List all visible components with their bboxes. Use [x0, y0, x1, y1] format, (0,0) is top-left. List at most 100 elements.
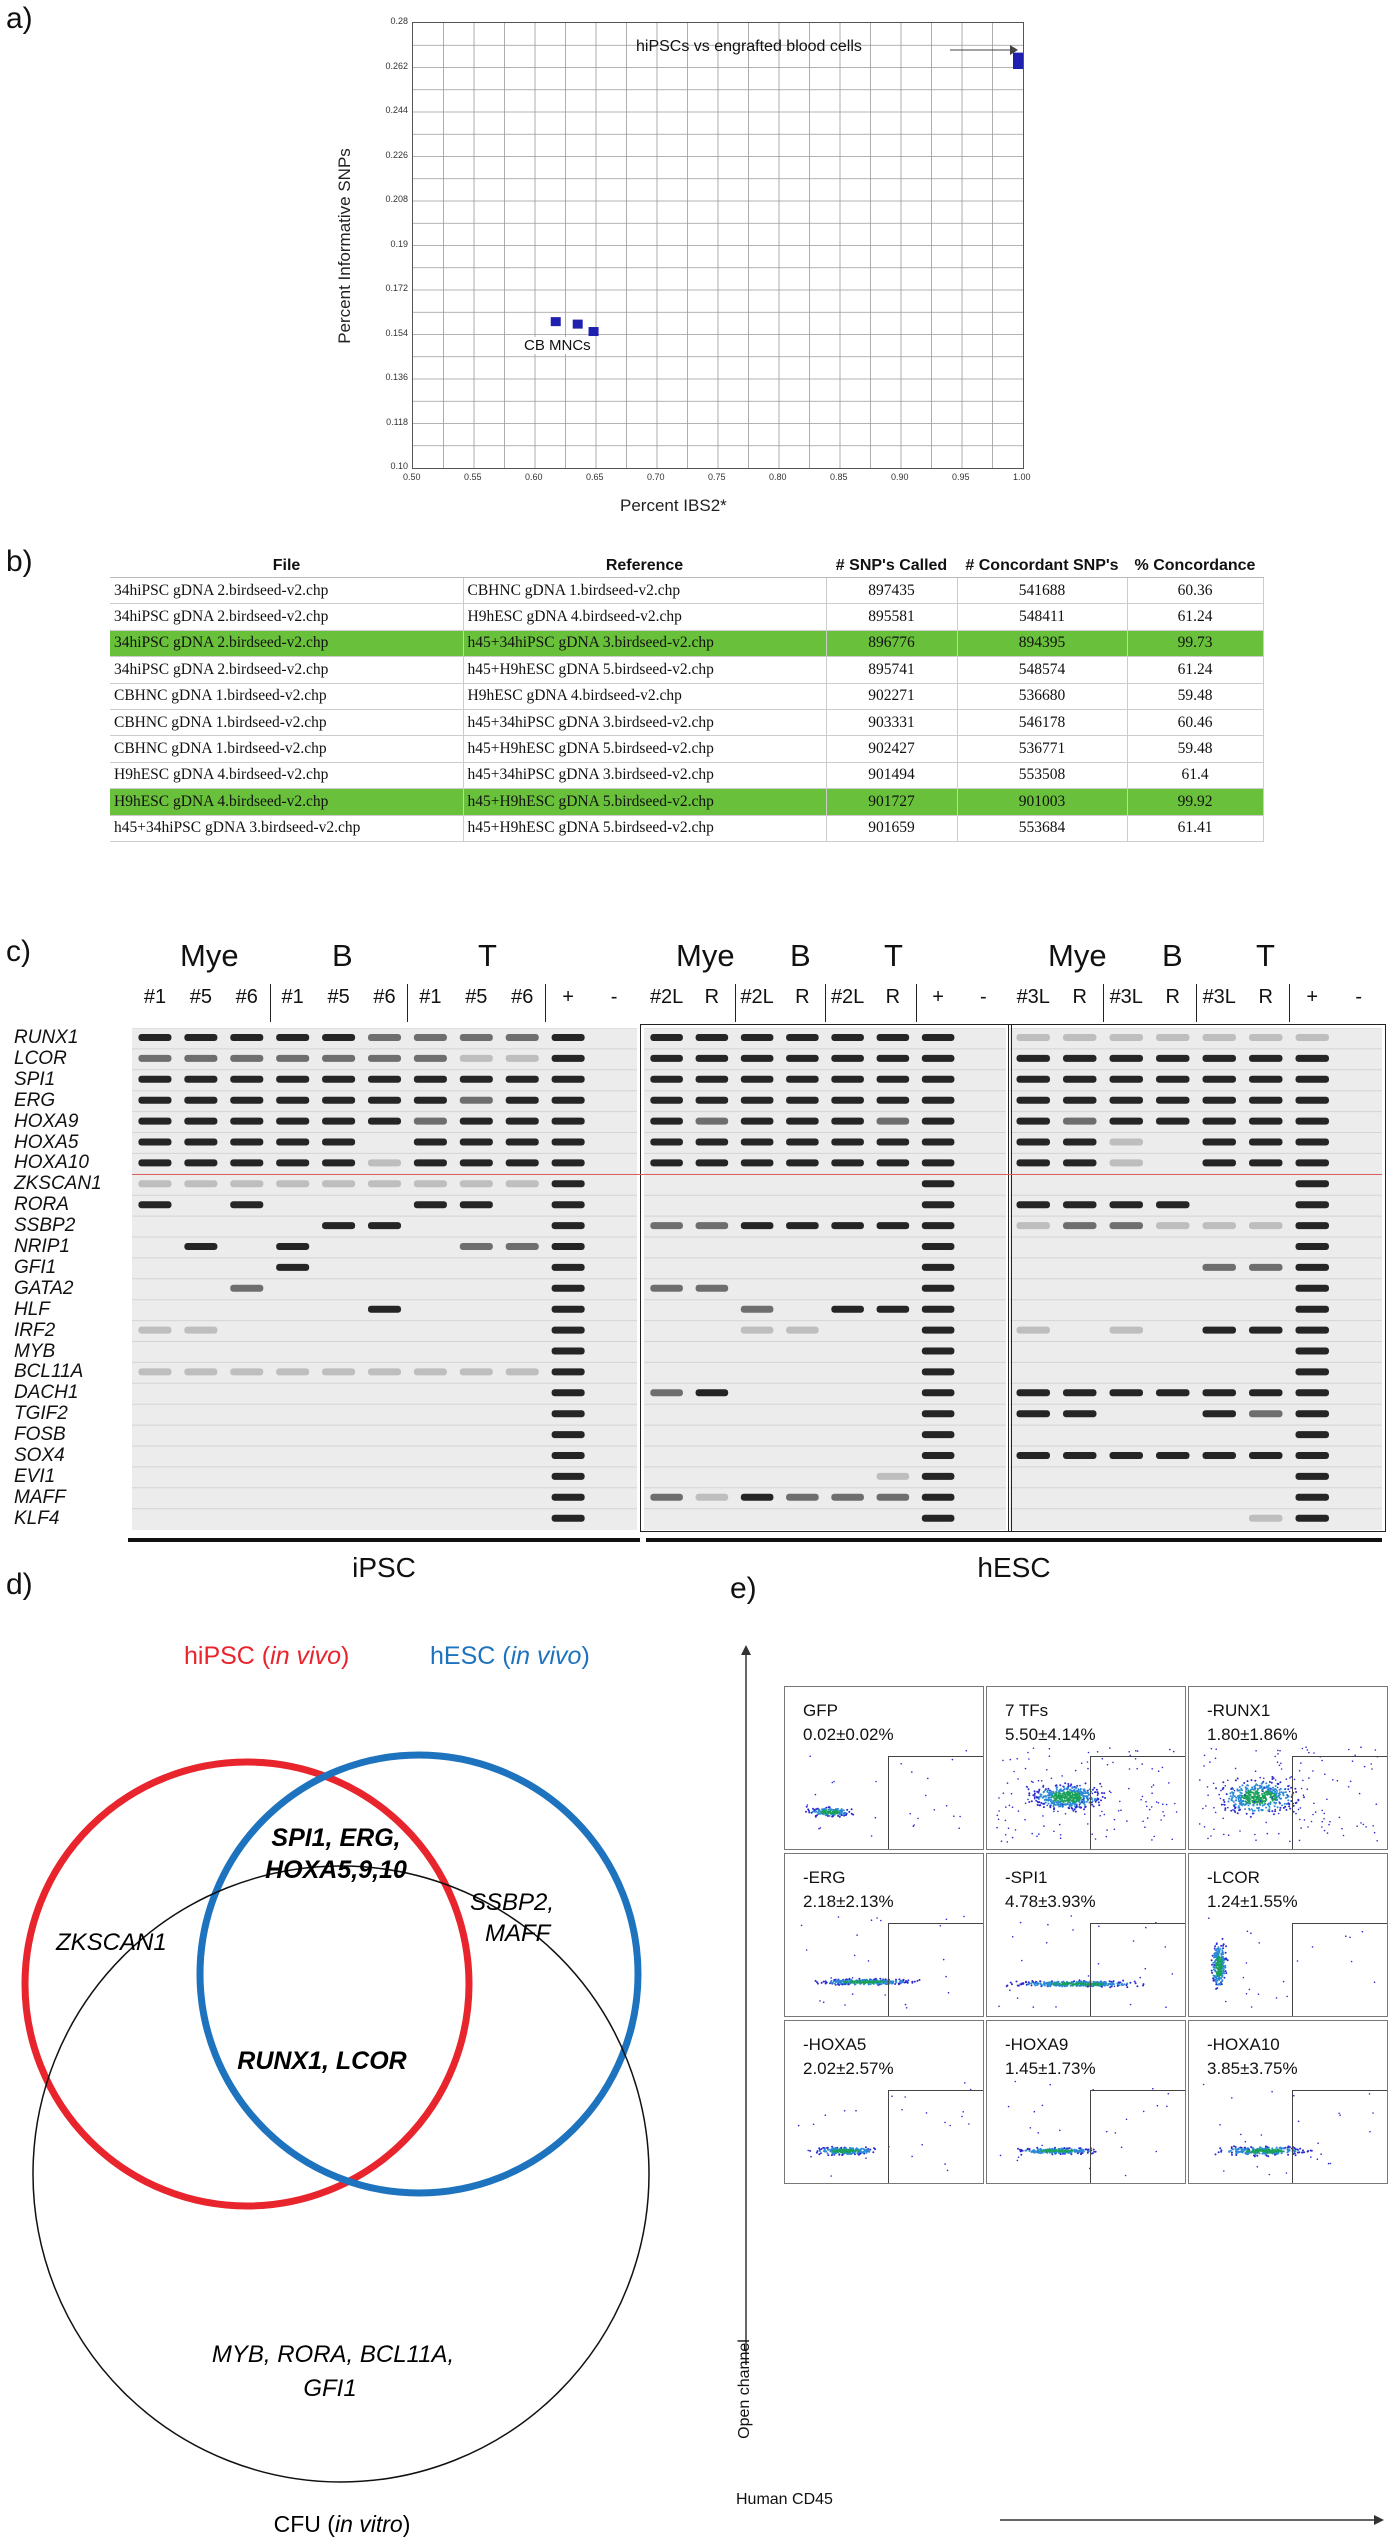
- cell-file: H9hESC gDNA 4.birdseed-v2.chp: [110, 788, 464, 816]
- lane-divider: [1196, 984, 1197, 1022]
- gel-band: [1063, 1222, 1097, 1230]
- gel-band: [276, 1263, 310, 1271]
- venn-diagram: hiPSC (in vivo) hESC (in vivo) CFU (in v…: [21, 1642, 650, 2537]
- gel-band: [1202, 1263, 1236, 1271]
- condition-label: Mye: [1048, 938, 1107, 973]
- gel-band: [1109, 1117, 1143, 1125]
- facs-plot: -LCOR 1.24±1.55%: [1188, 1853, 1388, 2017]
- gel-band: [184, 1117, 218, 1125]
- gel-band: [831, 1222, 864, 1230]
- gel-box-outline: [1008, 1024, 1386, 1532]
- gel-band: [1016, 1034, 1050, 1041]
- facs-plot-percentage: 2.18±2.13%: [803, 1892, 894, 1911]
- gel-band: [505, 1034, 539, 1041]
- scatter-point: [572, 319, 583, 329]
- gel-band: [138, 1201, 172, 1209]
- gel-band: [230, 1180, 264, 1188]
- table-row: CBHNC gDNA 1.birdseed-v2.chp h45+34hiPSC …: [110, 709, 1264, 737]
- scatter-point: [1013, 60, 1023, 70]
- gel-band: [1016, 1389, 1050, 1397]
- gel-band: [1016, 1410, 1050, 1418]
- gel-band: [650, 1117, 683, 1125]
- gel-band: [695, 1054, 729, 1062]
- gene-label: SPI1: [14, 1068, 56, 1090]
- gel-band: [551, 1117, 585, 1125]
- lane-label: R: [795, 986, 810, 1008]
- cell-pct: 61.24: [1127, 603, 1264, 631]
- gel-band: [459, 1368, 493, 1376]
- gel-band: [413, 1180, 447, 1188]
- gel-band: [276, 1159, 310, 1167]
- cfu-only-line1: MYB, RORA, BCL11A,: [212, 2341, 454, 2368]
- panel-e-label: e): [730, 1572, 757, 1605]
- gel-band: [740, 1305, 774, 1313]
- gel-band: [1295, 1180, 1329, 1188]
- lane-divider: [825, 984, 826, 1022]
- gene-label: IRF2: [14, 1319, 56, 1341]
- gel-band: [1156, 1034, 1190, 1041]
- gel-band: [1295, 1472, 1329, 1480]
- cell-file: 34hiPSC gDNA 2.birdseed-v2.chp: [110, 577, 464, 605]
- gel-band: [1156, 1075, 1190, 1083]
- cell-pct: 60.36: [1127, 577, 1264, 605]
- gel-band: [230, 1075, 264, 1083]
- facs-gate: [1292, 1756, 1387, 1849]
- gel-band: [184, 1243, 218, 1250]
- gel-band: [921, 1368, 955, 1376]
- gel-band: [876, 1222, 910, 1230]
- cell-concordant: 548411: [957, 603, 1128, 631]
- gel-band: [367, 1054, 402, 1062]
- gel-band: [1202, 1452, 1236, 1459]
- x-tick-label: 1.00: [1013, 472, 1031, 482]
- gel-band: [1063, 1410, 1097, 1418]
- cell-file: CBHNC gDNA 1.birdseed-v2.chp: [110, 709, 464, 737]
- center-overlap: RUNX1, LCOR: [237, 2047, 406, 2075]
- facs-gate: [1292, 2090, 1387, 2183]
- gel-band: [505, 1117, 539, 1125]
- gel-band: [230, 1117, 264, 1125]
- gel-band: [1295, 1368, 1329, 1376]
- gel-band: [876, 1096, 910, 1104]
- gel-band: [786, 1159, 819, 1167]
- lane-divider: [269, 984, 271, 1022]
- cell-concordant: 553508: [957, 762, 1128, 790]
- gel-band: [1016, 1138, 1050, 1146]
- gel-band: [413, 1054, 447, 1062]
- gel-band: [551, 1054, 585, 1062]
- gel-band: [921, 1159, 955, 1167]
- lane-label: #2L: [740, 986, 774, 1008]
- gel-band: [1016, 1075, 1050, 1083]
- gel-band: [876, 1075, 910, 1083]
- gel-band: [921, 1180, 955, 1188]
- cell-reference: h45+H9hESC gDNA 5.birdseed-v2.chp: [463, 788, 827, 816]
- overlap-hipsc-hesc-line2: HOXA5,9,10: [265, 1856, 407, 1884]
- gel-band: [184, 1034, 218, 1041]
- gel-band: [921, 1284, 955, 1292]
- gel-band: [1295, 1201, 1329, 1209]
- gel-band: [1109, 1326, 1143, 1334]
- gel-band: [1295, 1389, 1329, 1397]
- gel-band: [650, 1138, 683, 1146]
- table-row: 34hiPSC gDNA 2.birdseed-v2.chp h45+H9hESC…: [110, 656, 1264, 684]
- gel-band: [921, 1389, 955, 1397]
- gel-band: [413, 1034, 447, 1041]
- gel-band: [831, 1054, 864, 1062]
- gel-band: [695, 1222, 729, 1230]
- table-row: 34hiPSC gDNA 2.birdseed-v2.chp CBHNC gDNA…: [110, 577, 1264, 605]
- gel-band: [1202, 1326, 1236, 1334]
- scatter-point: [588, 327, 599, 337]
- cell-reference: h45+H9hESC gDNA 5.birdseed-v2.chp: [463, 735, 827, 763]
- lane-label: R: [1165, 986, 1180, 1008]
- gel-band: [740, 1034, 774, 1041]
- gel-band: [551, 1222, 585, 1230]
- gel-band: [322, 1159, 356, 1167]
- y-tick-label: 0.172: [385, 283, 408, 293]
- lane-label: #5: [327, 986, 350, 1008]
- hipsc-only: ZKSCAN1: [55, 1929, 167, 1956]
- gel-band: [459, 1054, 493, 1062]
- gel-bands: [644, 1027, 1006, 1522]
- gel-band: [740, 1096, 774, 1104]
- hesc-only-line2: MAFF: [485, 1920, 552, 1947]
- gel-band: [1109, 1159, 1143, 1167]
- lane-label: +: [1306, 986, 1319, 1008]
